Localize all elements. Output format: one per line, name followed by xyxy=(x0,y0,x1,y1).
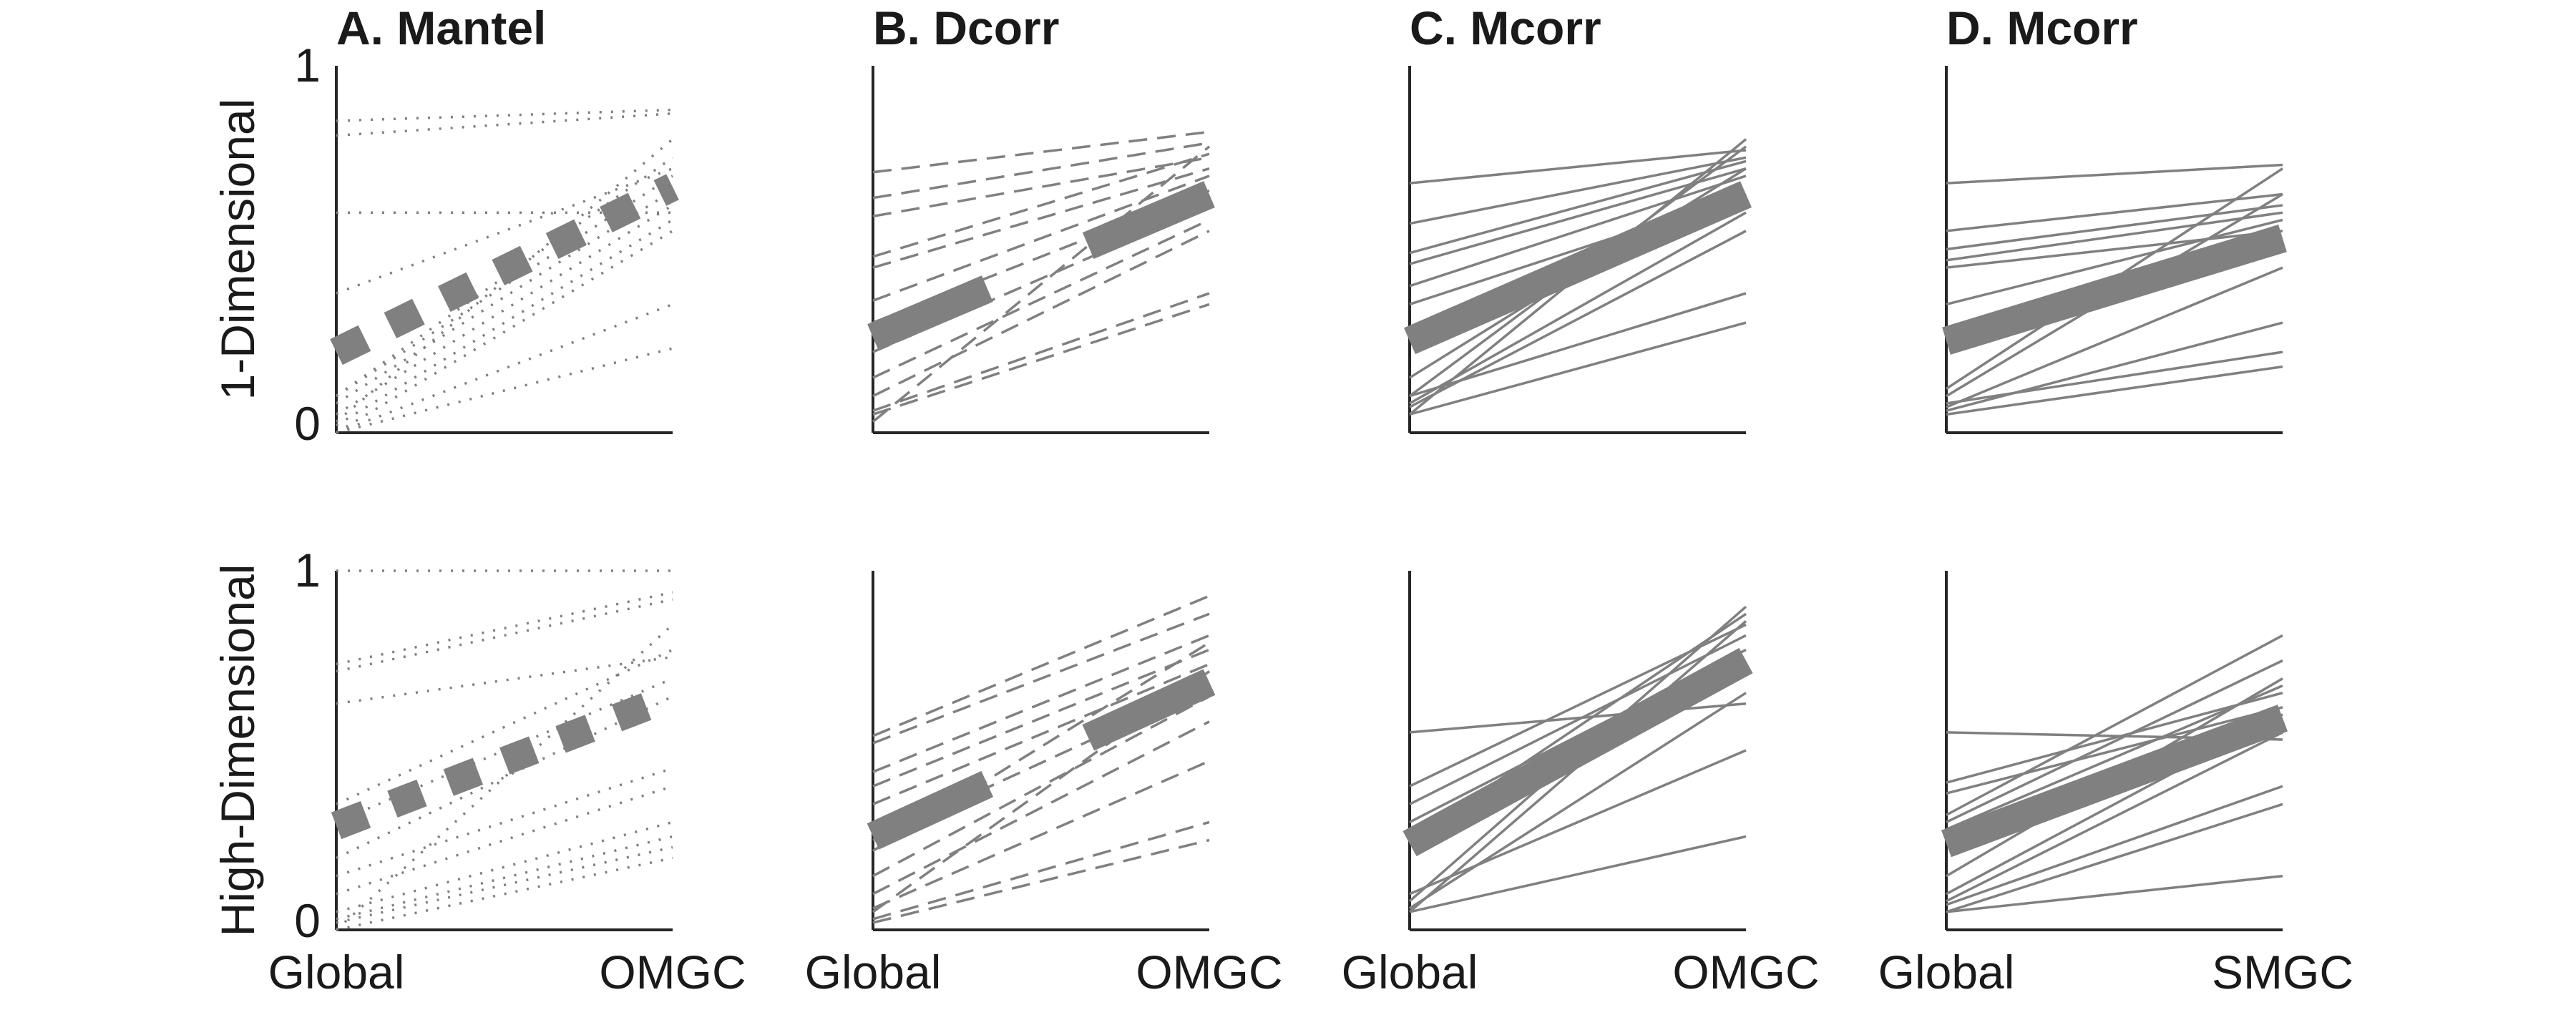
series-line xyxy=(1946,218,2283,306)
y-tick-label: 0 xyxy=(294,894,321,947)
panel-title: C. Mcorr xyxy=(1410,1,1601,54)
y-tick-label: 0 xyxy=(294,397,321,450)
x-tick-label: Global xyxy=(1878,946,2015,999)
series-line xyxy=(1409,160,1747,255)
series-line xyxy=(336,845,673,924)
series-line xyxy=(336,167,673,295)
series-line xyxy=(872,820,1210,921)
series-line xyxy=(1946,350,2283,405)
series-line xyxy=(336,655,673,705)
series-line xyxy=(1946,731,2283,903)
y-axis-label: 1-Dimensional xyxy=(211,99,264,401)
mean-line xyxy=(1403,181,1752,355)
series-line xyxy=(1946,365,2283,416)
series-line xyxy=(1946,803,2283,913)
series-line xyxy=(872,218,1210,379)
series-line xyxy=(1946,691,2283,784)
series-line xyxy=(335,624,674,931)
mean-line xyxy=(330,174,679,366)
series-line xyxy=(1946,163,2283,185)
mean-line xyxy=(867,669,1216,850)
y-tick-label: 1 xyxy=(294,39,321,92)
series-line xyxy=(336,218,673,427)
series-line xyxy=(336,835,673,921)
series-line xyxy=(872,612,1210,745)
series-line xyxy=(336,767,673,878)
series-line xyxy=(872,175,1210,302)
series-line xyxy=(1409,692,1747,910)
series-line xyxy=(1946,634,2283,816)
series-line xyxy=(336,591,673,666)
series-line xyxy=(336,820,673,913)
series-line xyxy=(1946,659,2283,823)
x-tick-label: OMGC xyxy=(1672,946,1819,999)
series-line xyxy=(872,167,1210,269)
x-tick-label: Global xyxy=(805,946,942,999)
panel-title: B. Dcorr xyxy=(873,1,1059,54)
series-line xyxy=(1409,321,1747,416)
series-line xyxy=(1946,266,2283,408)
series-line xyxy=(872,760,1210,910)
series-line xyxy=(1946,192,2283,232)
series-line xyxy=(1946,785,2283,906)
x-tick-label: Global xyxy=(1342,946,1478,999)
series-line xyxy=(336,785,673,896)
series-line xyxy=(872,145,1211,423)
series-line xyxy=(1409,149,1747,185)
series-line xyxy=(872,662,1210,805)
y-tick-label: 1 xyxy=(294,544,321,597)
series-line xyxy=(872,303,1210,416)
series-line xyxy=(872,594,1210,737)
mean-line xyxy=(1942,224,2287,355)
x-tick-label: Global xyxy=(268,946,405,999)
series-line xyxy=(336,856,673,931)
y-axis-label: High-Dimensional xyxy=(211,564,264,937)
series-line xyxy=(872,230,1210,398)
series-line xyxy=(336,112,673,137)
x-tick-label: OMGC xyxy=(599,946,746,999)
series-line xyxy=(1946,204,2283,251)
series-line xyxy=(872,634,1210,773)
series-line xyxy=(1409,634,1747,805)
x-tick-label: SMGC xyxy=(2212,946,2353,999)
series-line xyxy=(1409,211,1747,405)
mean-line xyxy=(1941,705,2288,858)
x-tick-label: OMGC xyxy=(1136,946,1282,999)
series-line xyxy=(1946,230,2283,269)
series-line xyxy=(336,204,673,416)
mean-line xyxy=(1402,647,1753,857)
series-line xyxy=(1409,156,1747,225)
series-line xyxy=(336,230,673,434)
series-line xyxy=(336,347,673,434)
series-line xyxy=(1409,175,1747,288)
series-line xyxy=(1409,749,1747,896)
series-line xyxy=(872,292,1210,412)
series-line xyxy=(336,598,673,673)
series-line xyxy=(336,695,673,860)
series-line xyxy=(1409,702,1747,734)
mean-line xyxy=(331,683,678,840)
series-line xyxy=(1946,874,2283,913)
panel-title: D. Mcorr xyxy=(1946,1,2138,54)
mean-line xyxy=(867,181,1215,351)
series-line xyxy=(336,108,673,122)
series-line xyxy=(872,648,1210,788)
series-line xyxy=(872,152,1210,258)
panel-title: A. Mantel xyxy=(336,1,546,54)
series-line xyxy=(1946,685,2283,831)
series-line xyxy=(872,720,1210,896)
series-line xyxy=(1409,292,1747,398)
series-line xyxy=(1946,706,2283,795)
series-line xyxy=(872,695,1210,878)
series-line xyxy=(1409,835,1747,913)
series-line xyxy=(872,838,1210,924)
series-line xyxy=(1946,211,2283,262)
series-line xyxy=(336,648,673,805)
